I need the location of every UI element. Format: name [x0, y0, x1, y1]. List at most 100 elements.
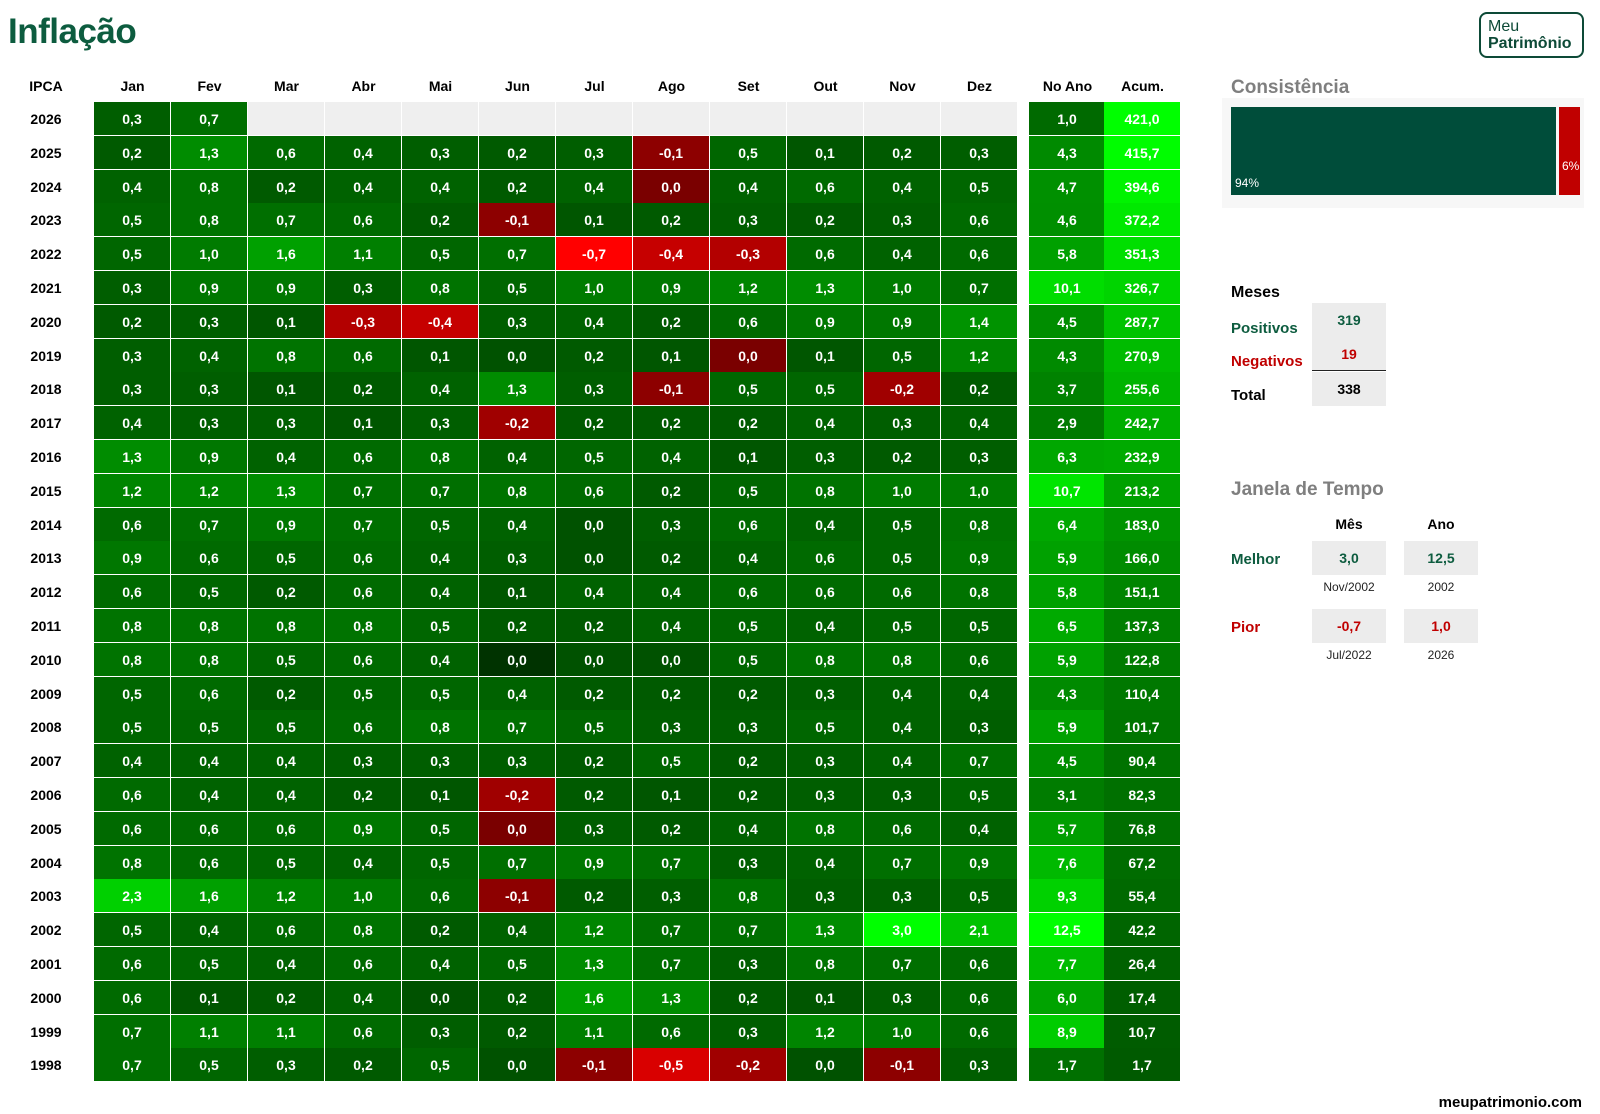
heatmap-cell: 0,5 [171, 710, 248, 745]
heatmap-cell: 1,6 [556, 980, 633, 1015]
heatmap-cell: 1,6 [248, 237, 325, 272]
heatmap-cell: 0,4 [787, 507, 864, 542]
heatmap-cell: 0,4 [171, 778, 248, 812]
heatmap-cell: 0,2 [633, 811, 710, 846]
heatmap-cell [402, 102, 479, 136]
heatmap-cell: 0,5 [171, 947, 248, 981]
heatmap-cell: 0,3 [633, 710, 710, 745]
heatmap-cell: -0,1 [556, 1048, 633, 1083]
heatmap-cell: 1,3 [479, 372, 556, 407]
heatmap-cell: 0,2 [633, 473, 710, 508]
heatmap-cell: 0,0 [479, 1048, 556, 1083]
heatmap-cell: 0,3 [787, 778, 864, 812]
heatmap-cell: 0,4 [402, 169, 479, 204]
heatmap-cell: 0,3 [479, 744, 556, 779]
heatmap-cell: -0,1 [633, 135, 710, 170]
positivos-value: 319 [1312, 303, 1386, 337]
heatmap-cell: 0,3 [94, 372, 171, 407]
consistencia-positive-label: 94% [1235, 176, 1260, 190]
negativos-value: 19 [1312, 337, 1386, 371]
heatmap-cell: 0,6 [171, 845, 248, 880]
no-ano-cell: 4,3 [1029, 135, 1106, 170]
heatmap-cell: 0,0 [556, 507, 633, 542]
footer-site[interactable]: meupatrimonio.com [1438, 1094, 1582, 1111]
heatmap-cell: 1,0 [864, 271, 941, 305]
no-ano-cell: 6,3 [1029, 440, 1106, 474]
heatmap-cell: 0,3 [402, 135, 479, 170]
heatmap-cell: 0,7 [633, 947, 710, 981]
no-ano-cell: 5,9 [1029, 710, 1106, 745]
heatmap-cell: 0,6 [710, 304, 787, 339]
heatmap-cell: 0,6 [171, 811, 248, 846]
heatmap-cell: 0,6 [787, 237, 864, 272]
heatmap-cell: 0,0 [479, 642, 556, 677]
col-header-nov: Nov [889, 78, 916, 94]
heatmap-cell: 0,6 [556, 473, 633, 508]
heatmap-cell [556, 102, 633, 136]
melhor-label: Melhor [1231, 551, 1281, 568]
heatmap-cell: 0,6 [94, 575, 171, 610]
logo-line-2: Patrimônio [1488, 35, 1572, 52]
heatmap-cell: 0,4 [479, 913, 556, 948]
heatmap-cell [479, 102, 556, 136]
melhor-ano-ref: 2002 [1427, 580, 1455, 594]
heatmap-cell: 0,7 [479, 710, 556, 745]
heatmap-cell: 0,7 [479, 845, 556, 880]
acum-cell: 183,0 [1104, 507, 1181, 542]
heatmap-cell: 0,2 [710, 744, 787, 779]
heatmap-cell: 0,1 [402, 778, 479, 812]
heatmap-cell: 0,7 [941, 744, 1018, 779]
heatmap-cell: 0,5 [402, 1048, 479, 1083]
negativos-label: Negativos [1231, 353, 1303, 370]
heatmap-cell: 0,8 [479, 473, 556, 508]
no-ano-cell: 4,6 [1029, 203, 1106, 238]
heatmap-cell: 0,4 [787, 845, 864, 880]
col-header-jun: Jun [505, 78, 530, 94]
heatmap-cell: 0,5 [94, 237, 171, 272]
heatmap-cell: 0,5 [94, 676, 171, 711]
heatmap-cell: 1,3 [248, 473, 325, 508]
heatmap-cell: 0,1 [787, 135, 864, 170]
heatmap-cell: 0,3 [556, 135, 633, 170]
heatmap-cell: 0,1 [248, 304, 325, 339]
heatmap-cell: 0,8 [171, 169, 248, 204]
heatmap-cell: 1,0 [864, 1014, 941, 1049]
row-year-label: 2017 [30, 415, 62, 432]
heatmap-cell: 0,5 [479, 271, 556, 305]
heatmap-cell: 0,6 [325, 947, 402, 981]
no-ano-cell: 10,7 [1029, 473, 1106, 508]
row-year-label: 1999 [30, 1023, 62, 1040]
heatmap-cell: 0,2 [479, 135, 556, 170]
heatmap-cell: 0,6 [941, 947, 1018, 981]
heatmap-cell: 0,5 [402, 811, 479, 846]
heatmap-cell: 0,3 [787, 744, 864, 779]
heatmap-cell: 1,2 [248, 879, 325, 914]
heatmap-cell [864, 102, 941, 136]
heatmap-cell: 0,3 [248, 406, 325, 441]
heatmap-cell: 0,0 [556, 541, 633, 576]
heatmap-cell: 0,0 [556, 642, 633, 677]
heatmap-cell: -0,4 [402, 304, 479, 339]
heatmap-cell [941, 102, 1018, 136]
no-ano-cell: 4,7 [1029, 169, 1106, 204]
heatmap-cell: 0,5 [864, 338, 941, 373]
heatmap-cell [787, 102, 864, 136]
heatmap-cell: 0,4 [248, 440, 325, 474]
heatmap-cell: 0,8 [248, 338, 325, 373]
no-ano-cell: 4,5 [1029, 744, 1106, 779]
heatmap-cell: 0,6 [94, 507, 171, 542]
total-label: Total [1231, 387, 1266, 404]
no-ano-cell: 7,6 [1029, 845, 1106, 880]
heatmap-cell: 0,6 [787, 169, 864, 204]
acum-cell: 26,4 [1104, 947, 1181, 981]
heatmap-cell: 0,4 [402, 575, 479, 610]
brand-logo[interactable]: Meu Patrimônio [1479, 12, 1584, 58]
heatmap-cell: 0,0 [633, 642, 710, 677]
heatmap-cell: 0,5 [479, 947, 556, 981]
heatmap-cell: 0,6 [248, 135, 325, 170]
heatmap-cell: 1,2 [94, 473, 171, 508]
row-year-label: 1998 [30, 1057, 62, 1074]
row-year-label: 2012 [30, 584, 62, 601]
acum-cell: 67,2 [1104, 845, 1181, 880]
heatmap-cell: 0,5 [710, 372, 787, 407]
